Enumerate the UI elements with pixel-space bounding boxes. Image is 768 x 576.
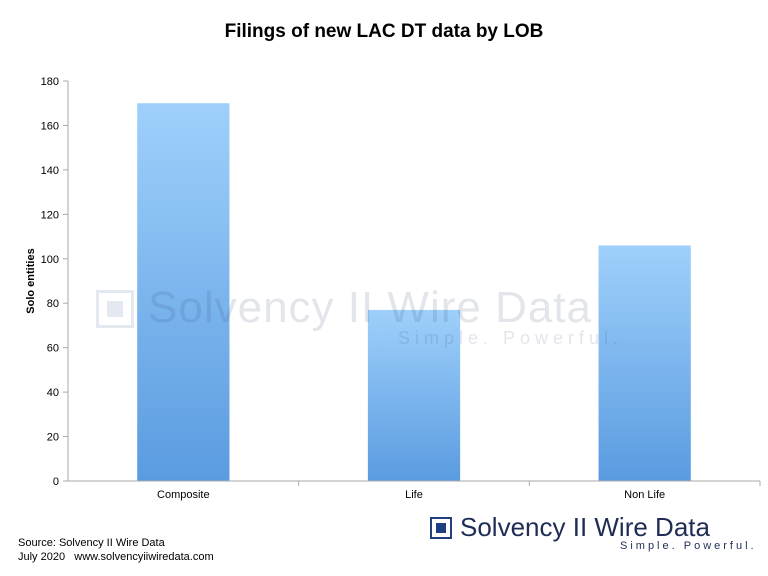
bar-composite xyxy=(137,103,230,481)
y-tick-label: 180 xyxy=(41,76,59,88)
bar-non-life xyxy=(598,245,691,481)
y-tick-label: 100 xyxy=(41,254,59,266)
y-tick-label: 80 xyxy=(47,298,59,310)
y-tick-label: 140 xyxy=(41,165,59,177)
y-tick-label: 0 xyxy=(53,476,59,488)
y-tick-label: 60 xyxy=(47,343,59,355)
y-tick-label: 20 xyxy=(47,432,59,444)
y-tick-label: 40 xyxy=(47,387,59,399)
logo-icon xyxy=(430,517,452,539)
logo-tagline: Simple. Powerful. xyxy=(620,540,757,552)
x-category-label: Composite xyxy=(157,489,210,501)
brand-logo: Solvency II Wire Data Simple. Powerful. xyxy=(430,512,757,552)
source-line: Source: Solvency II Wire Data xyxy=(18,537,165,549)
source-note: Source: Solvency II Wire Data July 2020 … xyxy=(18,536,214,564)
logo-name: Solvency II Wire Data xyxy=(460,512,710,542)
y-axis-label: Solo entities xyxy=(25,248,37,313)
x-category-label: Non Life xyxy=(624,489,665,501)
x-category-label: Life xyxy=(405,489,423,501)
bar-life xyxy=(367,309,461,481)
y-tick-label: 120 xyxy=(41,209,59,221)
date-website-line: July 2020 www.solvencyiiwiredata.com xyxy=(18,551,214,563)
y-tick-label: 160 xyxy=(41,120,59,132)
chart-title: Filings of new LAC DT data by LOB xyxy=(224,21,544,42)
